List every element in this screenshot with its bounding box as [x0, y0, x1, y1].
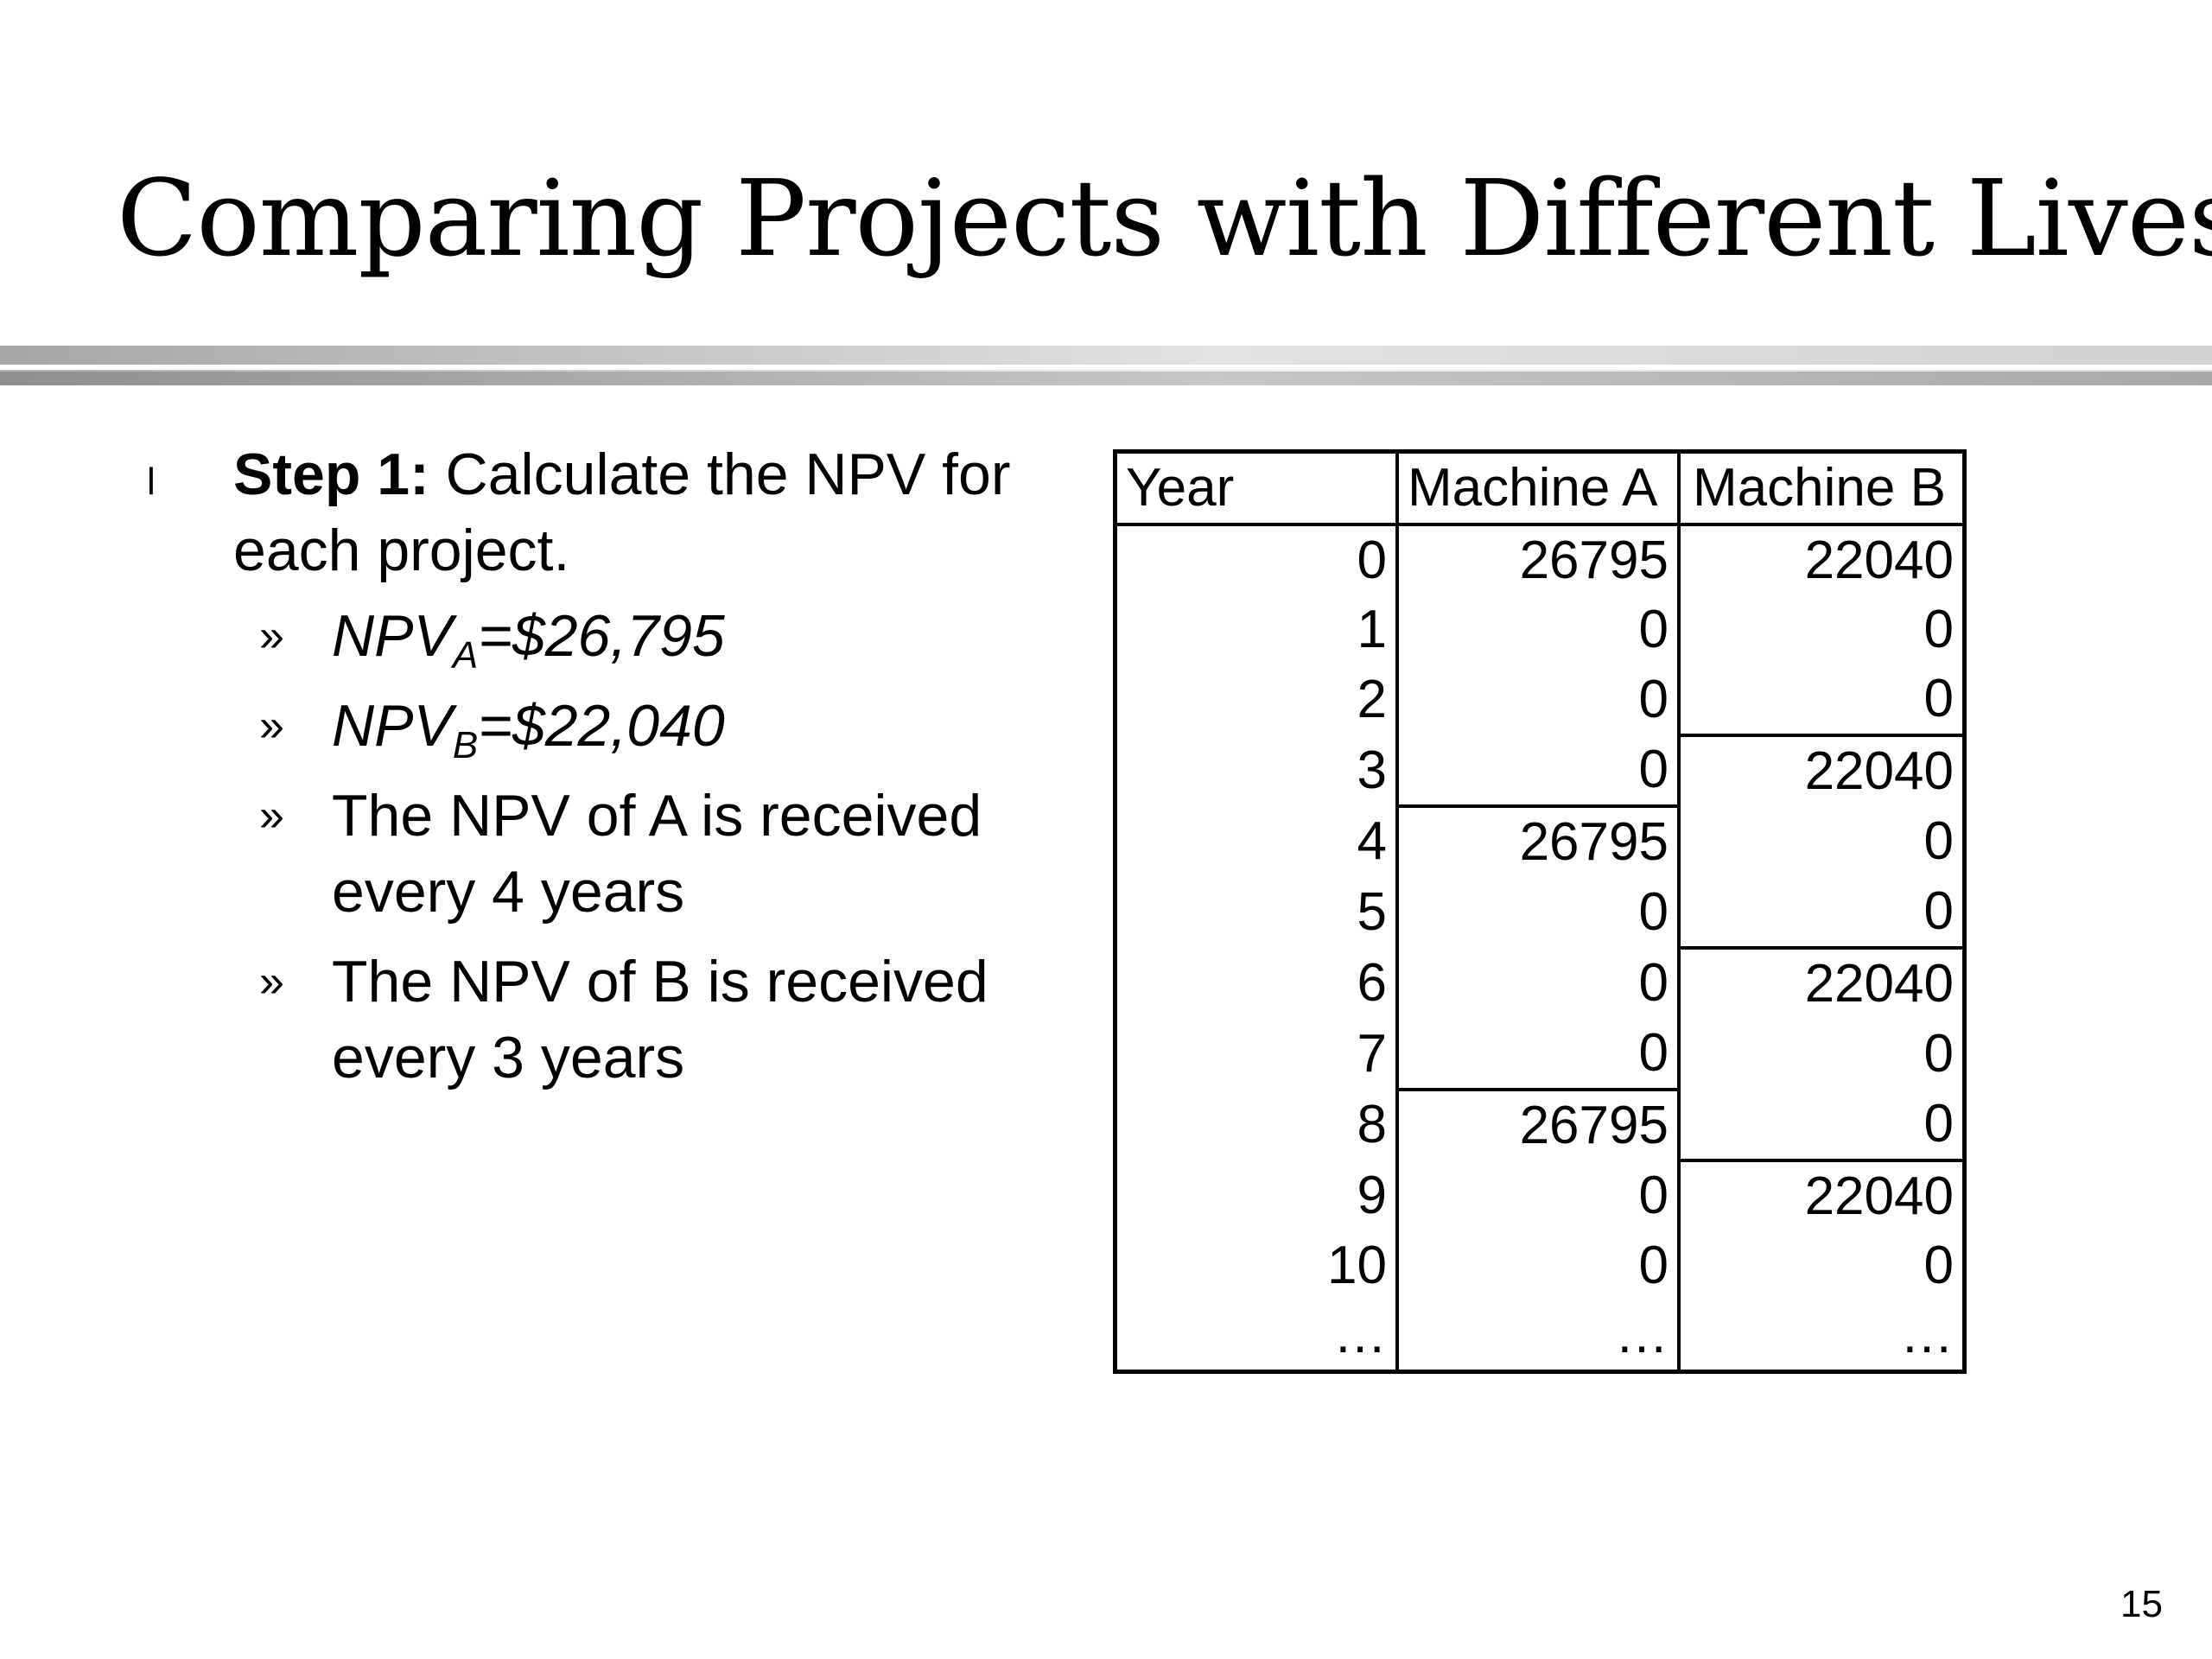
- cell-year: 5: [1115, 877, 1399, 948]
- cell-machine-a: 0: [1397, 1160, 1681, 1231]
- cell-machine-a: …: [1397, 1300, 1681, 1372]
- sub-bullet-marker: [259, 598, 284, 674]
- npv-table-wrapper: Year Machine A Machine B 0 26795 22040 1 0 0 2…: [1113, 449, 1967, 1374]
- title-divider-bottom: [0, 372, 2212, 385]
- sub-point-b-cycle: The NPV of B is received every 3 years: [259, 944, 1002, 1096]
- sub-bullet-marker: [259, 944, 284, 1020]
- cell-year: 2: [1115, 664, 1399, 735]
- cell-machine-a: 0: [1397, 735, 1681, 806]
- npv-table: Year Machine A Machine B 0 26795 22040 1 0 0 2…: [1113, 449, 1967, 1374]
- step-label: Step 1:: [233, 442, 429, 507]
- table-body: 0 26795 22040 1 0 0 2 0 0 3 0 22040 4 26795 0 5 0 0 6 0 2204…: [1115, 524, 1965, 1372]
- sub-point-npv-a: NPVA=$26,795: [259, 598, 1002, 677]
- table-row: 4 26795 0: [1115, 804, 1965, 877]
- table-row: ………: [1115, 1300, 1965, 1372]
- cell-machine-a: 0: [1397, 948, 1681, 1019]
- cell-machine-b: 0: [1923, 669, 1954, 728]
- cell-machine-a: 0: [1397, 877, 1681, 948]
- cell-machine-b: 22040: [1804, 531, 1954, 590]
- cell-machine-a: 0: [1397, 1231, 1681, 1300]
- cell-machine-b: 22040: [1679, 946, 1965, 1019]
- cell-machine-b: 0: [1923, 811, 1954, 871]
- cell-machine-b: 0: [1923, 881, 1954, 941]
- table-row: 6 0 22040: [1115, 946, 1965, 1019]
- table-row: 0 26795 22040: [1115, 524, 1965, 595]
- cell-year: 1: [1115, 595, 1399, 664]
- cell-year: 7: [1115, 1019, 1399, 1090]
- cell-machine-b: 22040: [1679, 734, 1965, 806]
- cell-machine-b: 0: [1923, 1024, 1954, 1084]
- sub-bullet-marker: [259, 778, 284, 854]
- cell-machine-a: 0: [1397, 1019, 1681, 1090]
- sub-point-text: The NPV of A is received every 4 years: [332, 783, 982, 925]
- sub-point-a-cycle: The NPV of A is received every 4 years: [259, 778, 1002, 930]
- cell-machine-a: 26795: [1397, 804, 1681, 877]
- cell-year: 3: [1115, 735, 1399, 806]
- cell-machine-a: 26795: [1397, 524, 1681, 595]
- cell-year: 6: [1115, 948, 1399, 1019]
- table-row: 3 0 22040: [1115, 734, 1965, 806]
- table-row: 8 26795 0: [1115, 1088, 1965, 1160]
- sub-bullet-marker: [259, 688, 284, 764]
- page-number: 15: [2120, 1583, 2163, 1625]
- step-point: Step 1: Calculate the NPV for each proje…: [233, 436, 1011, 588]
- cell-machine-a: 26795: [1397, 1088, 1681, 1160]
- table-row: 10 0 0: [1115, 1231, 1965, 1300]
- table-row: 9 0 22040: [1115, 1159, 1965, 1231]
- cell-year: 9: [1115, 1160, 1399, 1231]
- cell-machine-b: …: [1900, 1305, 1954, 1364]
- sub-point-text: The NPV of B is received every 3 years: [332, 949, 988, 1090]
- cell-machine-b: 0: [1923, 600, 1954, 659]
- step-text: Calculate the NPV for each project.: [233, 442, 1011, 583]
- slide-title: Comparing Projects with Different Lives: [117, 157, 2212, 280]
- cell-year: 0: [1115, 524, 1399, 595]
- cell-machine-a: 0: [1397, 664, 1681, 735]
- cell-year: …: [1115, 1300, 1399, 1372]
- cell-machine-b: 0: [1923, 1094, 1954, 1154]
- header-machine-b: Machine B: [1679, 451, 1965, 526]
- bullet-marker: l: [147, 461, 156, 503]
- table-header-row: Year Machine A Machine B: [1115, 451, 1965, 526]
- cell-machine-b: 0: [1923, 1236, 1954, 1295]
- cell-year: 4: [1115, 806, 1399, 877]
- title-divider-top: [0, 346, 2212, 365]
- sub-point-list: NPVA=$26,795 NPVB=$22,040 The NPV of A i…: [259, 598, 1002, 1109]
- cell-year: 8: [1115, 1090, 1399, 1160]
- npv-b-formula: NPVB=$22,040: [332, 693, 725, 766]
- cell-year: 10: [1115, 1231, 1399, 1300]
- cell-machine-b: 22040: [1679, 1159, 1965, 1231]
- header-year: Year: [1115, 451, 1399, 526]
- cell-machine-a: 0: [1397, 595, 1681, 664]
- npv-a-formula: NPVA=$26,795: [332, 603, 725, 677]
- header-machine-a: Machine A: [1397, 451, 1681, 526]
- sub-point-npv-b: NPVB=$22,040: [259, 688, 1002, 766]
